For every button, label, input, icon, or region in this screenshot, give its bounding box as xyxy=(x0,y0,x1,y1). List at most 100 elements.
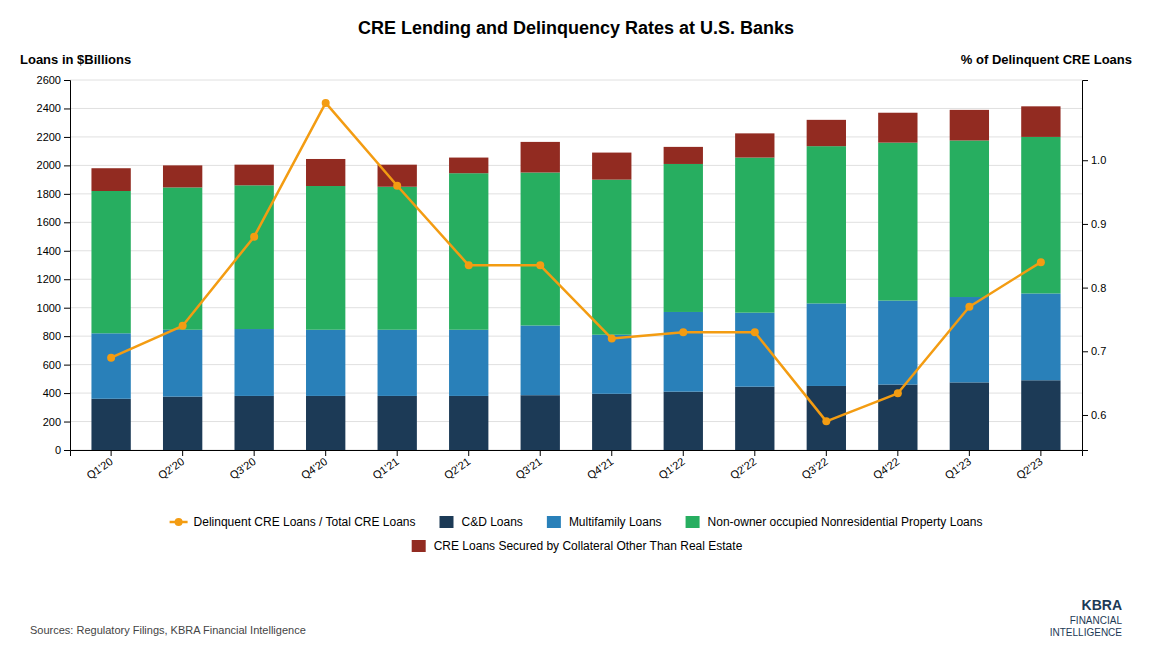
tick-label: Q2'22 xyxy=(728,455,759,481)
tick-mark xyxy=(683,450,684,456)
tick-label: Q1'20 xyxy=(84,455,115,481)
tick-mark xyxy=(325,450,326,456)
marks xyxy=(91,99,1060,450)
tick-mark xyxy=(64,336,70,337)
bar xyxy=(378,187,417,330)
tick-label: Q3'22 xyxy=(799,455,830,481)
marker xyxy=(894,389,902,397)
marker xyxy=(179,322,187,330)
bar-series xyxy=(91,137,1060,335)
logo-text: KBRA xyxy=(1082,597,1122,613)
legend-label: Multifamily Loans xyxy=(569,515,662,529)
tick-label: 1000 xyxy=(37,302,61,314)
tick: 0 xyxy=(55,444,70,456)
grid-line xyxy=(70,136,1082,137)
tick-label: Q3'21 xyxy=(513,455,544,481)
tick: 800 xyxy=(43,330,70,342)
tick-mark xyxy=(1082,160,1088,161)
line xyxy=(111,103,1041,421)
tick-mark xyxy=(64,251,70,252)
tick: 0.6 xyxy=(1082,409,1106,421)
legend-item: Multifamily Loans xyxy=(547,515,662,529)
tick-mark xyxy=(64,450,70,451)
tick-label: Q4'21 xyxy=(585,455,616,481)
grid xyxy=(70,80,1082,450)
bar xyxy=(592,153,631,180)
bar xyxy=(592,335,631,394)
marker xyxy=(465,261,473,269)
grid-line xyxy=(70,421,1082,422)
bar xyxy=(664,164,703,312)
tick-label: 200 xyxy=(43,416,61,428)
tick-label: Q2'21 xyxy=(442,455,473,481)
markers xyxy=(107,99,1045,425)
marker xyxy=(393,182,401,190)
marker xyxy=(751,328,759,336)
legend-item: CRE Loans Secured by Collateral Other Th… xyxy=(412,539,743,553)
tick: Q3'22 xyxy=(799,450,830,482)
tick-mark xyxy=(64,422,70,423)
tick: Q2'22 xyxy=(728,450,759,482)
grid-line xyxy=(70,80,1082,81)
tick-label: Q3'20 xyxy=(227,455,258,481)
tick-mark xyxy=(611,450,612,456)
bar xyxy=(592,394,631,450)
tick: 0.8 xyxy=(1082,282,1106,294)
tick-mark xyxy=(64,108,70,109)
tick-label: 1800 xyxy=(37,188,61,200)
legend-swatch xyxy=(547,516,561,528)
bar xyxy=(735,158,774,313)
tick-label: 2200 xyxy=(37,131,61,143)
bar xyxy=(234,329,273,396)
bar xyxy=(664,392,703,450)
tick: 400 xyxy=(43,387,70,399)
bar xyxy=(234,165,273,186)
tick-label: Q2'23 xyxy=(1014,455,1045,481)
y2-axis-label: % of Delinquent CRE Loans xyxy=(961,52,1132,67)
bar xyxy=(950,110,989,141)
bar xyxy=(521,173,560,326)
tick-label: 1600 xyxy=(37,216,61,228)
tick: 2600 xyxy=(37,74,70,86)
tick: 1600 xyxy=(37,216,70,228)
bar xyxy=(807,146,846,303)
x-axis: Q1'20Q2'20Q3'20Q4'20Q1'21Q2'21Q3'21Q4'21… xyxy=(71,450,1083,482)
bar xyxy=(1021,380,1060,450)
tick-mark xyxy=(1082,288,1088,289)
bar xyxy=(306,186,345,330)
bar xyxy=(449,330,488,396)
tick-mark xyxy=(64,222,70,223)
marker xyxy=(107,354,115,362)
tick-mark xyxy=(826,450,827,456)
source: Sources: Regulatory Filings, KBRA Financ… xyxy=(30,624,306,636)
tick: Q4'20 xyxy=(299,450,330,482)
bar xyxy=(807,386,846,450)
marker xyxy=(608,335,616,343)
axis-line xyxy=(71,451,1083,457)
grid-line xyxy=(70,250,1082,251)
tick-label: 0.7 xyxy=(1091,345,1106,357)
tick-label: 0 xyxy=(55,444,61,456)
tick-mark xyxy=(64,194,70,195)
legend-item: Non-owner occupied Nonresidential Proper… xyxy=(686,515,983,529)
legend-label: Delinquent CRE Loans / Total CRE Loans xyxy=(194,515,416,529)
tick-label: 800 xyxy=(43,330,61,342)
tick: 1200 xyxy=(37,273,70,285)
legend-label: Non-owner occupied Nonresidential Proper… xyxy=(708,515,983,529)
bar xyxy=(521,142,560,173)
tick: 2400 xyxy=(37,102,70,114)
legend-marker xyxy=(175,518,183,526)
tick-label: Q1'22 xyxy=(656,455,687,481)
grid-line xyxy=(70,393,1082,394)
logo-text: FINANCIAL xyxy=(1070,615,1123,626)
tick-mark xyxy=(64,80,70,81)
tick: Q2'23 xyxy=(1014,450,1045,482)
tick-mark xyxy=(64,308,70,309)
y-axis: 0200400600800100012001400160018002000220… xyxy=(37,74,71,456)
tick-mark xyxy=(111,450,112,456)
marker xyxy=(679,328,687,336)
tick-label: 1400 xyxy=(37,245,61,257)
y2-axis: 0.60.70.80.91.0 xyxy=(1082,81,1106,451)
bar xyxy=(378,330,417,396)
marker xyxy=(322,99,330,107)
